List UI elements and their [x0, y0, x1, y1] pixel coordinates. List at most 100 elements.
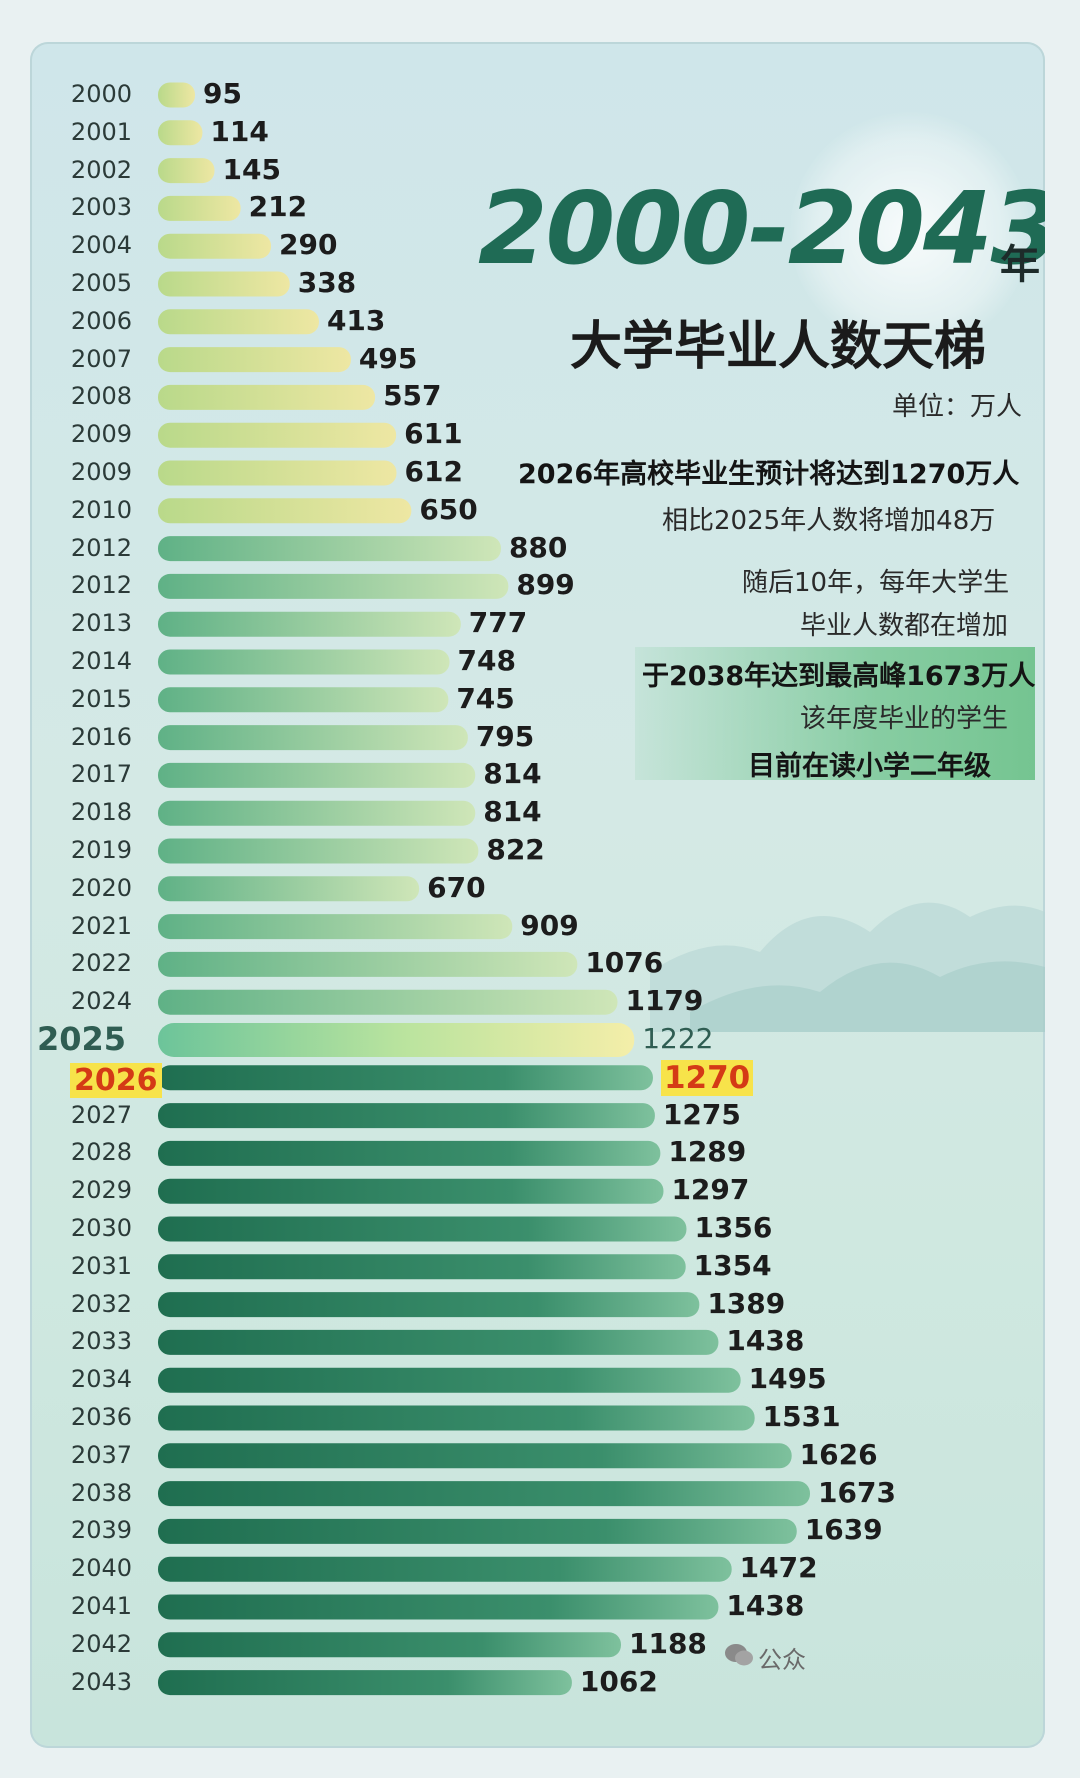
bar-2020 — [158, 876, 420, 902]
year-label-2014: 2014 — [70, 647, 132, 675]
watermark-text: 公众 — [758, 1646, 806, 1674]
value-label-2037: 1626 — [799, 1437, 878, 1471]
year-label-2018: 2018 — [70, 798, 132, 827]
value-label-2041: 1438 — [726, 1589, 805, 1622]
bar-2034 — [158, 1367, 741, 1393]
year-label-2022: 2022 — [70, 949, 132, 978]
year-label-2017: 2017 — [70, 760, 132, 789]
value-label-2013: 777 — [468, 606, 528, 640]
bar-2032 — [158, 1292, 700, 1318]
bar-2033 — [158, 1329, 719, 1355]
bar-2027 — [158, 1103, 655, 1129]
bar-2004 — [158, 233, 272, 259]
year-label-2038: 2038 — [70, 1478, 132, 1507]
note-peak-students: 该年度毕业的学生 — [800, 704, 1009, 734]
note-peak-grade: 目前在读小学二年级 — [748, 751, 991, 782]
value-label-2040: 1472 — [739, 1551, 818, 1585]
bar-2009 — [158, 422, 397, 448]
bar-2041 — [158, 1594, 719, 1620]
year-label-2005: 2005 — [70, 269, 132, 297]
page-title: 大学毕业人数天梯 — [570, 317, 987, 377]
year-label-2004: 2004 — [70, 231, 132, 260]
year-label-2033: 2033 — [70, 1327, 132, 1356]
value-label-2000: 95 — [203, 77, 242, 110]
bar-2036 — [158, 1405, 755, 1431]
value-label-2018: 814 — [483, 795, 542, 829]
value-label-2042: 1188 — [628, 1626, 707, 1660]
value-label-2014: 748 — [457, 644, 516, 677]
year-label-2003: 2003 — [70, 193, 132, 222]
note-trend-line2: 毕业人数都在增加 — [800, 611, 1009, 641]
value-label-2016: 795 — [475, 719, 535, 753]
bar-2038 — [158, 1481, 810, 1507]
infographic-frame: 2000-2043 年 大学毕业人数天梯 单位：万人 2026年高校毕业生预计将… — [30, 42, 1045, 1748]
title-years: 2000-2043 — [478, 170, 1045, 287]
value-label-2007: 495 — [358, 341, 418, 375]
year-label-2009: 2009 — [70, 458, 132, 486]
year-label-2026: 2026 — [70, 1062, 162, 1098]
year-label-2027: 2027 — [70, 1100, 132, 1129]
value-label-2019: 822 — [486, 833, 545, 866]
value-label-2029: 1297 — [671, 1173, 750, 1207]
year-label-2013: 2013 — [70, 609, 132, 638]
year-label-2015: 2015 — [70, 684, 132, 713]
year-label-2012: 2012 — [70, 571, 132, 600]
bar-2015 — [158, 687, 449, 713]
value-label-2038: 1673 — [818, 1475, 896, 1509]
value-label-2012: 880 — [508, 530, 568, 564]
note-peak: 于2038年达到最高峰1673万人 — [642, 661, 1036, 692]
bar-2028 — [158, 1140, 661, 1166]
year-label-2009: 2009 — [70, 420, 132, 449]
year-label-2019: 2019 — [70, 836, 132, 864]
value-label-2012: 899 — [516, 568, 575, 602]
value-label-2001: 114 — [210, 114, 269, 148]
bar-2007 — [158, 347, 351, 373]
mountain-decoration — [650, 902, 1045, 1032]
value-label-2028: 1289 — [668, 1135, 747, 1169]
year-label-2036: 2036 — [70, 1403, 132, 1431]
note-2026-forecast: 2026年高校毕业生预计将达到1270万人 — [518, 459, 1020, 490]
bar-2042 — [158, 1632, 621, 1658]
year-label-2030: 2030 — [70, 1214, 132, 1242]
year-label-2040: 2040 — [70, 1554, 132, 1583]
bar-2009 — [158, 460, 397, 486]
bar-2001 — [158, 120, 203, 146]
value-label-2022: 1076 — [585, 946, 664, 980]
moon-decoration — [790, 112, 1030, 352]
value-label-2032: 1389 — [707, 1286, 786, 1320]
bar-2022 — [158, 951, 578, 977]
bar-2014 — [158, 649, 450, 675]
bar-2006 — [158, 309, 319, 335]
year-label-2041: 2041 — [70, 1592, 132, 1620]
year-label-2021: 2021 — [70, 911, 132, 940]
bar-2026 — [158, 1065, 653, 1091]
note-trend-line1: 随后10年，每年大学生 — [742, 568, 1010, 598]
value-label-2043: 1062 — [579, 1664, 658, 1698]
value-label-2003: 212 — [248, 190, 308, 224]
bar-2010 — [158, 498, 412, 524]
year-label-2042: 2042 — [70, 1629, 132, 1658]
year-label-2032: 2032 — [70, 1289, 132, 1318]
bar-2000 — [158, 82, 196, 108]
bar-2019 — [158, 838, 479, 864]
value-label-2008: 557 — [383, 379, 442, 413]
bar-2016 — [158, 725, 468, 751]
value-label-2015: 745 — [456, 681, 515, 715]
value-label-2004: 290 — [279, 228, 338, 262]
value-label-2036: 1531 — [762, 1400, 841, 1433]
year-label-2016: 2016 — [70, 722, 132, 751]
wechat-icon — [725, 1644, 753, 1666]
year-label-2020: 2020 — [70, 873, 132, 902]
year-label-2000: 2000 — [70, 80, 132, 108]
unit-label: 单位：万人 — [892, 392, 1023, 422]
bar-2002 — [158, 158, 215, 184]
year-label-2024: 2024 — [70, 987, 132, 1016]
year-label-2029: 2029 — [70, 1176, 132, 1205]
value-label-2025: 1222 — [642, 1022, 714, 1055]
year-label-2028: 2028 — [70, 1138, 132, 1167]
value-label-2002: 145 — [222, 152, 281, 186]
bar-2040 — [158, 1556, 732, 1582]
value-label-2026: 1270 — [660, 1059, 754, 1096]
value-label-2027: 1275 — [662, 1097, 741, 1131]
value-label-2006: 413 — [326, 303, 386, 337]
